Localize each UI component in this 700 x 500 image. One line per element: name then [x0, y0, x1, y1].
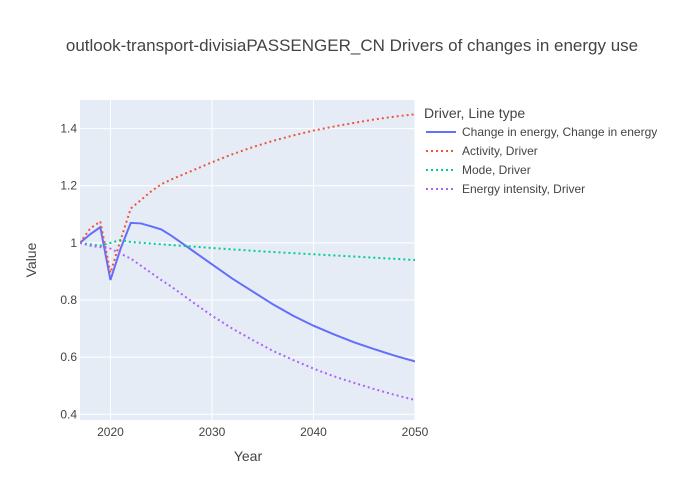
plot-area [80, 100, 415, 420]
y-tick-label: 0.6 [60, 350, 77, 364]
series-line-1 [80, 113, 415, 274]
y-tick-label: 0.4 [60, 407, 77, 421]
y-tick-label: 1.4 [60, 122, 77, 136]
x-tick-label: 2020 [97, 425, 124, 439]
x-tick-label: 2030 [199, 425, 226, 439]
legend-items: Change in energy, Change in energy Activi… [426, 125, 657, 196]
y-tick-label: 1.2 [60, 179, 77, 193]
series-line-3 [80, 241, 415, 401]
series-line-0 [80, 221, 415, 363]
y-tick-label: 1 [70, 236, 77, 250]
x-tick-label: 2050 [402, 425, 429, 439]
legend: Driver, Line type Change in energy, Chan… [424, 105, 657, 196]
grid [80, 100, 416, 420]
chart-title: outlook-transport-divisiaPASSENGER_CN Dr… [66, 36, 638, 55]
y-axis-title: Value [23, 242, 39, 277]
x-axis-title: Year [234, 448, 263, 464]
series-layer [80, 113, 415, 401]
y-axis-ticks: 0.4 0.6 0.8 1 1.2 1.4 [60, 122, 77, 422]
legend-item-label: Energy intensity, Driver [462, 182, 585, 196]
y-tick-label: 0.8 [60, 293, 77, 307]
legend-item-label: Change in energy, Change in energy [462, 125, 657, 139]
legend-item-label: Activity, Driver [462, 144, 538, 158]
x-tick-label: 2040 [300, 425, 327, 439]
legend-item-label: Mode, Driver [462, 163, 531, 177]
legend-title: Driver, Line type [424, 105, 525, 121]
x-axis-ticks: 2020 2030 2040 2050 [97, 425, 429, 439]
